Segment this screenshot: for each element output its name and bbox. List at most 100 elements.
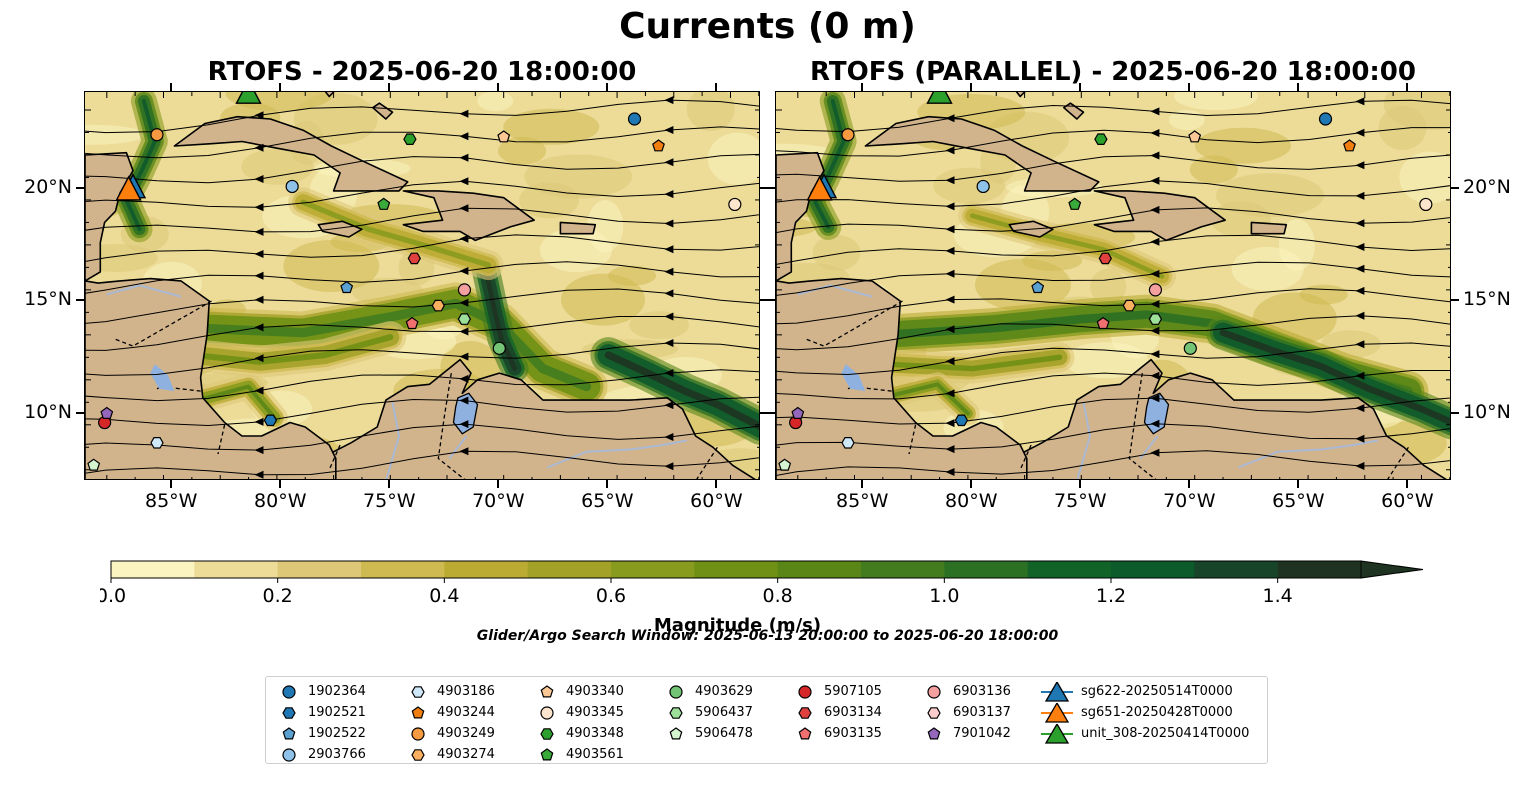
streamline [85, 288, 759, 324]
streamline-arrow [254, 203, 264, 212]
streamline-arrow [664, 289, 674, 298]
streamline-arrow [459, 420, 469, 429]
speed-patch [1378, 106, 1427, 150]
legend-marker [282, 726, 296, 739]
speed-patch [1189, 155, 1238, 184]
streamline-arrow [945, 468, 955, 476]
streamline-arrow [1355, 286, 1365, 295]
speed-patch [812, 234, 861, 271]
legend-label: unit_308-20250414T0000 [1081, 726, 1250, 741]
streamline-arrow [945, 295, 955, 304]
float-symbol-icon [282, 747, 296, 762]
legend-marker [669, 684, 683, 699]
legend-item: 2903766 [276, 744, 366, 765]
search-window-caption: Glider/Argo Search Window: 2025-06-13 20… [476, 628, 1059, 644]
colorbar-tick-label: 1.2 [1096, 585, 1126, 607]
speed-patch [629, 311, 690, 340]
float-marker-7901042 [100, 406, 114, 419]
float-symbol-icon [540, 727, 554, 740]
lat-tick-label-right: 10°N [1463, 400, 1511, 423]
major-tick [606, 480, 609, 488]
float-marker-4903244 [1343, 139, 1356, 152]
land-cuba [173, 115, 409, 192]
legend-marker [540, 684, 554, 697]
legend-item: 6903134 [792, 702, 882, 723]
speed-patch [1064, 342, 1148, 379]
current-jet-band [969, 213, 1165, 279]
speed-patch [241, 148, 314, 185]
panel-title-rtofs-parallel: RTOFS (PARALLEL) - 2025-06-20 18:00:00 [810, 57, 1416, 87]
streamline [85, 207, 759, 233]
current-jet-band [85, 298, 592, 392]
glider-symbol-icon [1041, 702, 1073, 723]
colorbar-segment [777, 561, 862, 578]
streamline-arrow [1355, 161, 1365, 170]
streamline-arrow [254, 175, 264, 183]
legend-column: 6903136 6903137 7901042 [921, 681, 1011, 744]
legend-item: 4903244 [405, 702, 495, 723]
lake-nicaragua [150, 364, 175, 392]
streamline [776, 423, 1450, 450]
legend-item: 4903186 [405, 681, 495, 702]
streamline [85, 369, 759, 402]
legend-item: 1902364 [276, 681, 366, 702]
lon-tick-label: 65°W [581, 490, 634, 512]
streamline [776, 261, 1450, 296]
legend-item: 4903348 [534, 723, 624, 744]
lon-tick-label: 75°W [1054, 490, 1107, 512]
legend-marker [669, 706, 683, 719]
colorbar: 0.0 0.2 0.4 0.6 0.8 1.0 1.2 1.4 [100, 560, 1424, 607]
legend-label: 4903244 [437, 705, 495, 720]
legend-label: 6903137 [953, 705, 1011, 720]
legend-label: 7901042 [953, 726, 1011, 741]
streamline-arrow [1355, 404, 1365, 413]
legend-marker [282, 706, 296, 719]
streamline-arrow [459, 177, 469, 186]
lat-tick-label-left: 10°N [24, 400, 72, 423]
legend-label: 1902364 [308, 684, 366, 699]
major-tick [760, 411, 768, 414]
speed-patch [933, 167, 1006, 204]
streamline-arrow [664, 219, 674, 228]
colorbar-segment [1277, 561, 1362, 578]
major-tick [767, 299, 775, 302]
legend-column: sg622-20250514T0000 sg651-20250428T0000 un… [1039, 681, 1249, 744]
streamline [776, 288, 1450, 325]
major-tick [1451, 186, 1459, 189]
land-puerto-rico [1250, 221, 1288, 235]
speed-patch [707, 132, 759, 185]
float-marker-4903345 [1419, 197, 1433, 212]
speed-patch [1231, 246, 1304, 291]
streamline-arrow [945, 114, 955, 123]
land-central-america [85, 277, 337, 479]
streamline [776, 99, 1450, 133]
major-tick [861, 480, 864, 488]
streamline-arrow [1150, 269, 1160, 278]
streamline [776, 234, 1450, 265]
streamline-arrow [664, 401, 674, 410]
legend-marker [540, 727, 554, 740]
speed-patch [85, 244, 158, 272]
legend-item: 4903274 [405, 744, 495, 765]
float-marker-5906478 [778, 458, 792, 471]
legend-marker [411, 685, 425, 698]
streamline-arrow [945, 389, 955, 398]
current-jet-band [604, 351, 759, 431]
land-central-america [776, 277, 1028, 479]
colorbar-segment [194, 561, 279, 578]
float-marker-4903345 [728, 197, 742, 212]
legend-marker [411, 705, 425, 718]
streamline-arrow [254, 417, 264, 426]
streamline-arrow [1150, 394, 1160, 403]
float-marker-6903136 [1148, 283, 1163, 297]
streamline-arrow [664, 190, 674, 199]
speed-patch [975, 258, 1071, 311]
streamline-arrow [459, 352, 469, 361]
river [385, 402, 401, 479]
colorbar-tick-label: 1.0 [929, 585, 959, 607]
country-border [908, 424, 917, 455]
current-jet-band [889, 382, 970, 416]
speed-patch [561, 273, 645, 326]
lon-tick-label: 80°W [945, 490, 998, 512]
streamline-arrow [664, 339, 674, 347]
